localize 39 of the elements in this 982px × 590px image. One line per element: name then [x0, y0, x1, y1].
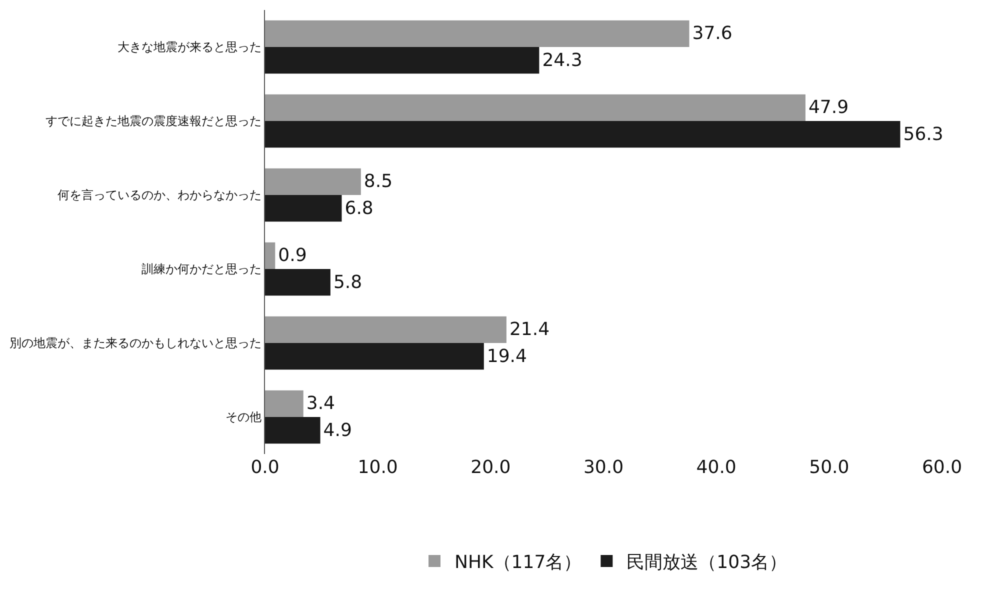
x-tick-label: 0.0	[250, 457, 280, 478]
data-label: 6.8	[344, 198, 374, 219]
y-tick-label: 別の地震が、また来るのかもしれないと思った	[10, 336, 262, 350]
data-label: 56.3	[903, 124, 944, 145]
data-label: 19.4	[486, 346, 527, 367]
bar	[265, 168, 361, 195]
x-tick-label: 20.0	[470, 457, 511, 478]
x-tick-label: 50.0	[809, 457, 850, 478]
x-tick-label: 10.0	[358, 457, 398, 478]
x-tick-label: 60.0	[922, 457, 962, 478]
bar	[265, 94, 806, 121]
legend-label: 民間放送（103名）	[626, 552, 788, 574]
bar	[265, 121, 900, 148]
bar	[265, 343, 484, 370]
bar	[265, 195, 342, 222]
bar	[265, 20, 690, 47]
y-tick-label: 訓練か何かだと思った	[142, 262, 262, 276]
data-label: 8.5	[364, 171, 393, 192]
bar	[265, 269, 330, 296]
legend-label: NHK（117名）	[454, 552, 582, 574]
x-tick-label: 40.0	[696, 457, 736, 478]
bar	[265, 390, 304, 417]
data-label: 5.8	[333, 272, 362, 293]
y-tick-label: すでに起きた地震の震度速報だと思った	[46, 114, 262, 128]
bar	[265, 417, 320, 444]
data-label: 24.3	[542, 50, 582, 71]
data-label: 4.9	[323, 420, 352, 441]
y-tick-label: 何を言っているのか、わからなかった	[58, 188, 262, 202]
bar	[265, 242, 276, 269]
bar	[265, 47, 540, 74]
data-label: 21.4	[509, 319, 550, 340]
data-label: 0.9	[278, 245, 307, 266]
y-tick-label: 大きな地震が来ると思った	[118, 40, 262, 54]
y-tick-label: その他	[226, 410, 262, 424]
x-tick-label: 30.0	[583, 457, 624, 478]
data-label: 47.9	[808, 97, 849, 118]
data-label: 3.4	[306, 393, 335, 414]
data-label: 37.6	[692, 23, 732, 44]
bar	[265, 316, 506, 343]
